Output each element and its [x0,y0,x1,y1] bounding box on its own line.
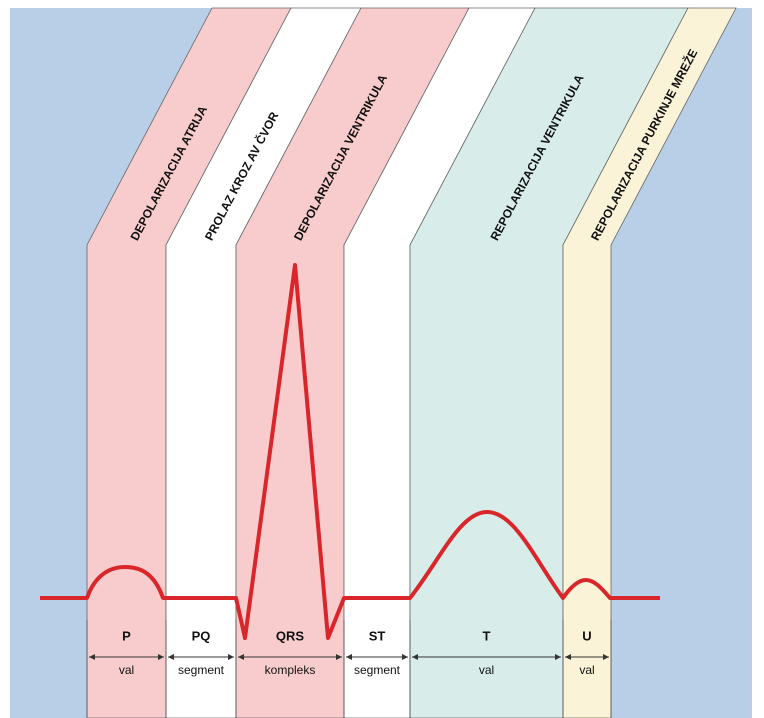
band-description: val [579,663,594,677]
band-name: PQ [192,628,211,643]
band-description: kompleks [265,663,316,677]
band-description: segment [354,663,401,677]
ecg-trace [40,263,660,640]
band-description: val [119,663,134,677]
band-name: U [582,628,591,643]
band [562,7,737,718]
band-description: segment [178,663,225,677]
band-name: P [122,628,131,643]
band-name: ST [369,628,386,643]
band-description: val [479,663,494,677]
band-name: QRS [276,628,305,643]
band-name: T [483,628,491,643]
